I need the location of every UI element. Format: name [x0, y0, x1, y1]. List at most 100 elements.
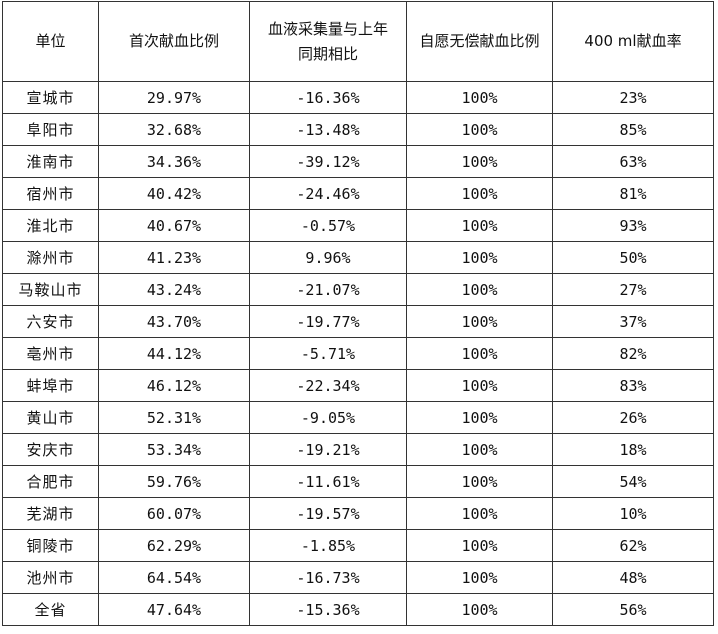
table-row: 合肥市 59.76% -11.61% 100% 54% — [2, 465, 714, 498]
cell-unit: 阜阳市 — [2, 113, 99, 146]
header-400ml-rate: 400 ml献血率 — [552, 1, 714, 82]
cell-voluntary-ratio: 100% — [406, 305, 553, 338]
table-row: 池州市 64.54% -16.73% 100% 48% — [2, 561, 714, 594]
cell-voluntary-ratio: 100% — [406, 113, 553, 146]
cell-unit: 蚌埠市 — [2, 369, 99, 402]
cell-voluntary-ratio: 100% — [406, 177, 553, 210]
cell-400ml-rate: 56% — [552, 593, 714, 626]
cell-voluntary-ratio: 100% — [406, 209, 553, 242]
cell-unit: 淮南市 — [2, 145, 99, 178]
cell-first-donation-ratio: 32.68% — [98, 113, 250, 146]
cell-400ml-rate: 23% — [552, 81, 714, 114]
cell-first-donation-ratio: 41.23% — [98, 241, 250, 274]
cell-collection-yoy: -21.07% — [249, 273, 407, 306]
cell-400ml-rate: 50% — [552, 241, 714, 274]
cell-first-donation-ratio: 52.31% — [98, 401, 250, 434]
cell-voluntary-ratio: 100% — [406, 497, 553, 530]
cell-collection-yoy: -11.61% — [249, 465, 407, 498]
cell-first-donation-ratio: 44.12% — [98, 337, 250, 370]
cell-400ml-rate: 18% — [552, 433, 714, 466]
cell-first-donation-ratio: 40.42% — [98, 177, 250, 210]
cell-unit: 安庆市 — [2, 433, 99, 466]
cell-collection-yoy: -19.21% — [249, 433, 407, 466]
cell-unit: 亳州市 — [2, 337, 99, 370]
cell-unit: 池州市 — [2, 561, 99, 594]
cell-voluntary-ratio: 100% — [406, 273, 553, 306]
cell-voluntary-ratio: 100% — [406, 561, 553, 594]
cell-first-donation-ratio: 53.34% — [98, 433, 250, 466]
cell-400ml-rate: 10% — [552, 497, 714, 530]
cell-collection-yoy: -0.57% — [249, 209, 407, 242]
cell-400ml-rate: 37% — [552, 305, 714, 338]
cell-collection-yoy: -13.48% — [249, 113, 407, 146]
table-row: 马鞍山市 43.24% -21.07% 100% 27% — [2, 273, 714, 306]
cell-first-donation-ratio: 62.29% — [98, 529, 250, 562]
table-row: 亳州市 44.12% -5.71% 100% 82% — [2, 337, 714, 370]
cell-collection-yoy: -9.05% — [249, 401, 407, 434]
cell-unit: 宣城市 — [2, 81, 99, 114]
cell-unit: 滁州市 — [2, 241, 99, 274]
table-row: 宿州市 40.42% -24.46% 100% 81% — [2, 177, 714, 210]
table-row: 全省 47.64% -15.36% 100% 56% — [2, 593, 714, 626]
cell-voluntary-ratio: 100% — [406, 145, 553, 178]
table-row: 阜阳市 32.68% -13.48% 100% 85% — [2, 113, 714, 146]
table-row: 芜湖市 60.07% -19.57% 100% 10% — [2, 497, 714, 530]
cell-first-donation-ratio: 29.97% — [98, 81, 250, 114]
table-row: 蚌埠市 46.12% -22.34% 100% 83% — [2, 369, 714, 402]
cell-collection-yoy: -19.77% — [249, 305, 407, 338]
cell-400ml-rate: 62% — [552, 529, 714, 562]
cell-voluntary-ratio: 100% — [406, 241, 553, 274]
cell-400ml-rate: 83% — [552, 369, 714, 402]
cell-400ml-rate: 27% — [552, 273, 714, 306]
cell-first-donation-ratio: 34.36% — [98, 145, 250, 178]
cell-collection-yoy: -39.12% — [249, 145, 407, 178]
cell-collection-yoy: -19.57% — [249, 497, 407, 530]
cell-collection-yoy: -24.46% — [249, 177, 407, 210]
cell-voluntary-ratio: 100% — [406, 529, 553, 562]
cell-first-donation-ratio: 43.24% — [98, 273, 250, 306]
cell-400ml-rate: 63% — [552, 145, 714, 178]
cell-voluntary-ratio: 100% — [406, 369, 553, 402]
cell-voluntary-ratio: 100% — [406, 81, 553, 114]
header-collection-yoy: 血液采集量与上年同期相比 — [249, 1, 407, 82]
header-voluntary-ratio: 自愿无偿献血比例 — [406, 1, 553, 82]
cell-unit: 铜陵市 — [2, 529, 99, 562]
table-body: 宣城市 29.97% -16.36% 100% 23% 阜阳市 32.68% -13.48% 1… — [2, 81, 714, 626]
cell-400ml-rate: 82% — [552, 337, 714, 370]
cell-400ml-rate: 26% — [552, 401, 714, 434]
table-row: 六安市 43.70% -19.77% 100% 37% — [2, 305, 714, 338]
cell-voluntary-ratio: 100% — [406, 593, 553, 626]
cell-400ml-rate: 81% — [552, 177, 714, 210]
cell-unit: 宿州市 — [2, 177, 99, 210]
cell-collection-yoy: -1.85% — [249, 529, 407, 562]
table-row: 黄山市 52.31% -9.05% 100% 26% — [2, 401, 714, 434]
table-row: 安庆市 53.34% -19.21% 100% 18% — [2, 433, 714, 466]
cell-collection-yoy: -16.73% — [249, 561, 407, 594]
header-voluntary-ratio-text: 自愿无偿献血比例 — [419, 32, 540, 50]
cell-400ml-rate: 93% — [552, 209, 714, 242]
cell-collection-yoy: -5.71% — [249, 337, 407, 370]
cell-unit: 淮北市 — [2, 209, 99, 242]
cell-unit: 芜湖市 — [2, 497, 99, 530]
cell-first-donation-ratio: 43.70% — [98, 305, 250, 338]
cell-unit: 六安市 — [2, 305, 99, 338]
cell-400ml-rate: 54% — [552, 465, 714, 498]
cell-collection-yoy: -22.34% — [249, 369, 407, 402]
cell-first-donation-ratio: 47.64% — [98, 593, 250, 626]
cell-unit: 合肥市 — [2, 465, 99, 498]
table-row: 宣城市 29.97% -16.36% 100% 23% — [2, 81, 714, 114]
table-header-row: 单位 首次献血比例 血液采集量与上年同期相比 自愿无偿献血比例 400 ml献血… — [2, 1, 714, 82]
cell-first-donation-ratio: 40.67% — [98, 209, 250, 242]
cell-first-donation-ratio: 59.76% — [98, 465, 250, 498]
cell-unit: 全省 — [2, 593, 99, 626]
cell-unit: 黄山市 — [2, 401, 99, 434]
header-collection-yoy-text: 血液采集量与上年同期相比 — [267, 19, 388, 63]
cell-voluntary-ratio: 100% — [406, 337, 553, 370]
blood-donation-table: 单位 首次献血比例 血液采集量与上年同期相比 自愿无偿献血比例 400 ml献血… — [2, 1, 714, 626]
cell-voluntary-ratio: 100% — [406, 465, 553, 498]
table-row: 淮南市 34.36% -39.12% 100% 63% — [2, 145, 714, 178]
table-row: 铜陵市 62.29% -1.85% 100% 62% — [2, 529, 714, 562]
cell-first-donation-ratio: 60.07% — [98, 497, 250, 530]
cell-400ml-rate: 85% — [552, 113, 714, 146]
cell-collection-yoy: -15.36% — [249, 593, 407, 626]
